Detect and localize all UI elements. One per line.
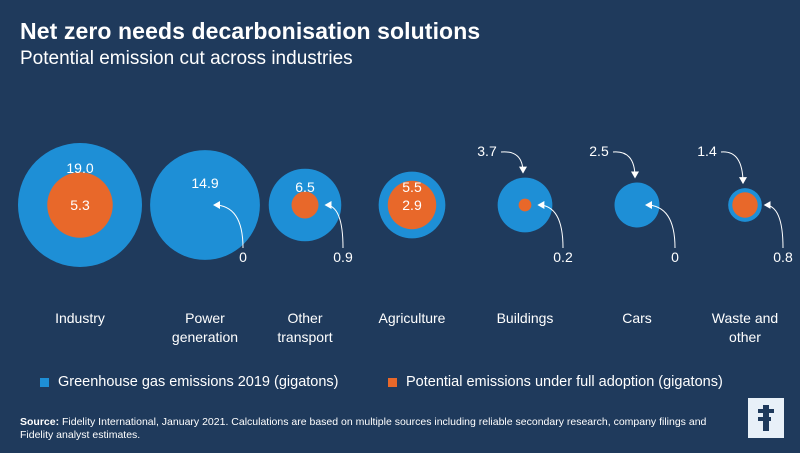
potential-value-label: 0.9: [333, 249, 353, 265]
emissions-arrow: [720, 151, 747, 185]
potential-bubble: [387, 180, 437, 230]
legend-label-potential: Potential emissions under full adoption …: [406, 374, 723, 390]
potential-value-label: 5.3: [70, 197, 90, 213]
category-label: Other: [287, 310, 322, 326]
potential-arrow: [213, 201, 244, 249]
potential-arrow: [763, 201, 784, 249]
category-label: Cars: [622, 310, 652, 326]
chart-title: Net zero needs decarbonisation solutions: [20, 18, 481, 44]
potential-value-label: 0.2: [553, 249, 573, 265]
category-label: other: [729, 329, 761, 345]
emissions-value-label: 3.7: [477, 143, 497, 159]
emissions-value-label: 1.4: [697, 143, 717, 159]
emissions-value-label: 5.5: [402, 179, 422, 195]
potential-bubble: [518, 198, 532, 212]
legend-swatch-orange: [388, 377, 397, 387]
chart-subtitle: Potential emission cut across industries: [20, 48, 353, 69]
emissions-value-label: 6.5: [295, 179, 315, 195]
fidelity-logo: [748, 398, 784, 438]
category-label: generation: [172, 329, 238, 345]
legend-item-greenhouse: Greenhouse gas emissions 2019 (gigatons): [40, 374, 339, 390]
source-label: Source:: [20, 416, 60, 428]
bubble-chart: 19.0 5.3 Industry 14.9 0 Power generation 6.5 0.…: [18, 143, 793, 345]
potential-arrow: [324, 201, 344, 249]
emissions-bubble: [150, 150, 260, 260]
category-label: transport: [277, 329, 332, 345]
potential-bubble: [732, 192, 758, 218]
emissions-value-label: 14.9: [191, 175, 218, 191]
category-label: Buildings: [497, 310, 554, 326]
emissions-value-label: 2.5: [589, 143, 609, 159]
potential-arrow: [645, 201, 676, 249]
potential-value-label: 0.8: [773, 249, 793, 265]
logo-icon: [758, 405, 774, 431]
potential-value-label: 2.9: [402, 197, 422, 213]
category-label: Waste and: [712, 310, 778, 326]
source-text: Fidelity International, January 2021. Ca…: [20, 416, 707, 441]
potential-bubble: [47, 172, 113, 238]
source-note: Source: Fidelity International, January …: [20, 416, 720, 442]
potential-bubble: [291, 191, 319, 219]
category-label: Agriculture: [379, 310, 446, 326]
potential-value-label: 0: [239, 249, 247, 265]
emissions-value-label: 19.0: [66, 160, 93, 176]
category-label: Power: [185, 310, 225, 326]
legend-label-greenhouse: Greenhouse gas emissions 2019 (gigatons): [58, 374, 339, 390]
legend-item-potential: Potential emissions under full adoption …: [388, 374, 723, 390]
legend-swatch-blue: [40, 377, 49, 387]
category-label: Industry: [55, 310, 105, 326]
emissions-arrow: [500, 151, 527, 174]
emissions-bubble: [614, 182, 660, 228]
emissions-arrow: [612, 151, 639, 179]
potential-arrow: [537, 201, 564, 249]
potential-value-label: 0: [671, 249, 679, 265]
